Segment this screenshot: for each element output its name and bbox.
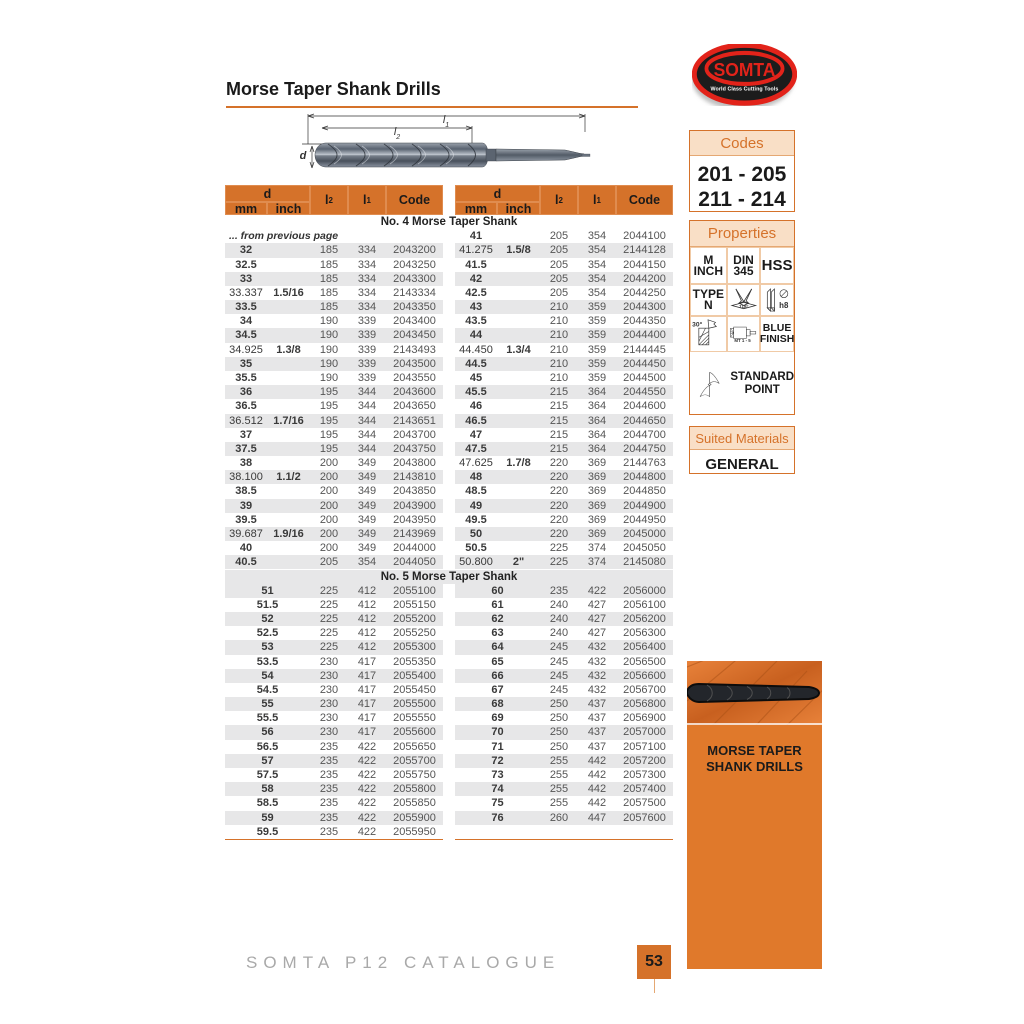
svg-text:MT 1 - 5: MT 1 - 5 [734, 338, 751, 343]
svg-text:118°: 118° [739, 304, 749, 310]
svg-text:SOMTA: SOMTA [714, 59, 776, 80]
svg-text:World Class Cutting Tools: World Class Cutting Tools [711, 86, 779, 92]
svg-text:d: d [300, 150, 307, 162]
svg-text:30°: 30° [693, 321, 703, 329]
svg-text:h8: h8 [779, 301, 789, 310]
